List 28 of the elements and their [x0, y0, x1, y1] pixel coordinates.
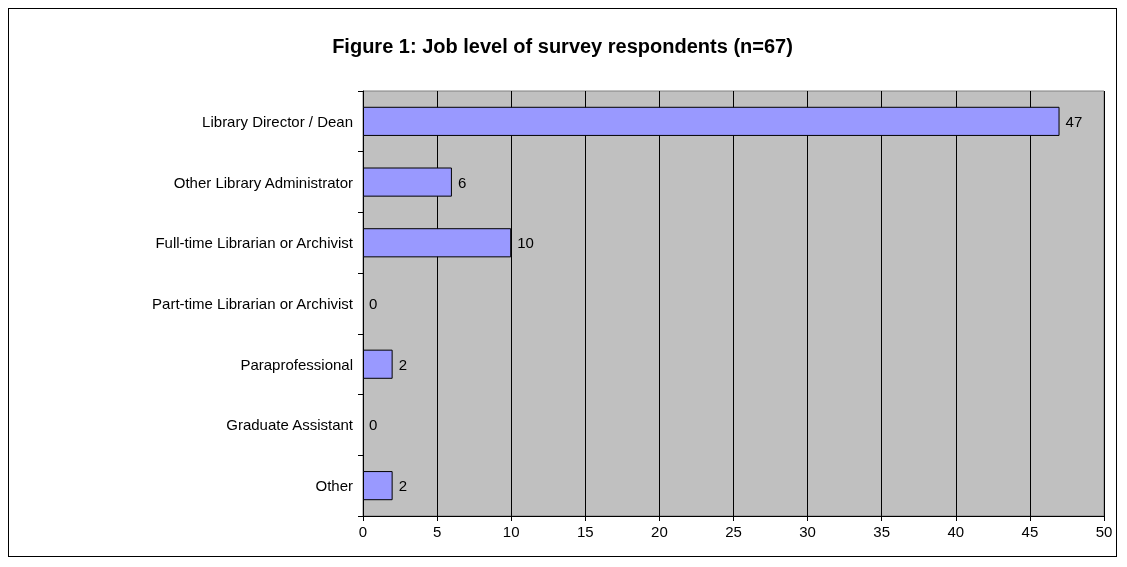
x-tick-label: 25	[725, 523, 742, 540]
x-tick-label: 35	[873, 523, 891, 540]
data-label: 6	[457, 173, 467, 191]
y-tick-label: Graduate Assistant	[226, 416, 354, 434]
data-label: 0	[369, 295, 378, 312]
y-tick-label: Part-time Librarian or Archivist	[152, 295, 354, 312]
data-label: 10	[517, 234, 534, 252]
bar	[363, 471, 393, 501]
x-tick-label: 40	[947, 523, 965, 540]
y-tick-label: Library Director / Dean	[202, 112, 353, 130]
bar	[363, 349, 393, 379]
data-label: 47	[1065, 112, 1083, 130]
data-label: 2	[398, 355, 407, 373]
x-tick-label: 15	[576, 523, 594, 540]
x-tick-label: 5	[432, 523, 442, 540]
y-tick-label: Other	[315, 477, 353, 495]
x-tick-label: 45	[1021, 523, 1039, 540]
x-tick-label: 10	[502, 523, 520, 540]
x-tick-label: 30	[799, 523, 816, 540]
x-tick-label: 0	[358, 523, 368, 540]
chart-title: Figure 1: Job level of survey respondents (n=67)	[332, 35, 793, 57]
y-tick-label: Other Library Administrator	[173, 173, 353, 191]
x-tick-label: 50	[1095, 523, 1113, 540]
y-tick-label: Paraprofessional	[240, 355, 353, 373]
x-tick-label: 20	[651, 523, 668, 540]
data-label: 0	[369, 416, 378, 434]
y-tick-label: Full-time Librarian or Archivist	[155, 234, 354, 252]
data-label: 2	[398, 477, 407, 495]
